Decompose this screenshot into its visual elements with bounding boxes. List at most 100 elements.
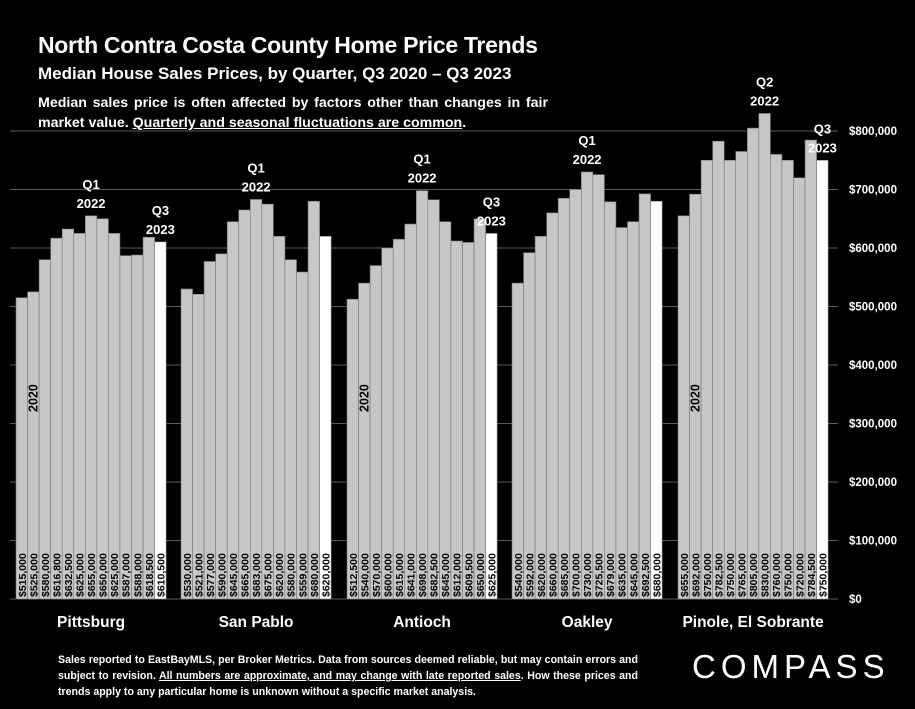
bar (723, 159, 737, 600)
bar (284, 259, 297, 600)
bar (615, 227, 628, 600)
bar (557, 197, 571, 600)
bar (415, 190, 429, 600)
source-footnote: Sales reported to EastBayMLS, per Broker… (58, 652, 638, 700)
bar-value-label: $682,500 (429, 553, 441, 597)
bar-value-label: $625,000 (486, 553, 498, 597)
bar (73, 233, 86, 600)
y-tick-label: $500,000 (849, 302, 897, 314)
bar-value-label: $625,000 (109, 553, 121, 597)
bar-value-label: $655,000 (679, 553, 691, 597)
bar (569, 189, 582, 600)
bar (392, 238, 406, 600)
y-tick-label: $400,000 (849, 360, 897, 372)
bar-value-label: $680,000 (651, 553, 663, 597)
bar (226, 221, 240, 600)
bar (650, 200, 663, 600)
bar (108, 233, 121, 600)
bar (96, 218, 109, 600)
x-category-label: Antioch (393, 614, 451, 631)
bar-value-label: $540,000 (513, 553, 525, 597)
bar-value-label: $618,500 (144, 553, 156, 597)
bar-value-label: $665,000 (240, 553, 252, 597)
y-tick-label: $300,000 (849, 419, 897, 431)
quarter-annotation: 2022 (242, 179, 271, 194)
compass-logo: COMPASS (692, 648, 890, 685)
bar-value-label: $750,000 (702, 553, 714, 597)
footer-end: . How these prices and trends apply to a… (58, 670, 638, 698)
bar-value-label: $587,000 (121, 553, 133, 597)
quarter-annotation: 2023 (808, 140, 837, 155)
bar-value-label: $830,000 (760, 553, 772, 597)
quarter-annotation: 2023 (146, 222, 175, 237)
bar-value-label: $512,500 (348, 553, 360, 597)
note-end: . (462, 115, 467, 131)
bar-value-label: $675,000 (263, 553, 275, 597)
y-tick-label: $200,000 (849, 477, 897, 489)
bar-value-label: $600,000 (382, 553, 394, 597)
bar-value-label: $645,000 (628, 553, 640, 597)
bar-value-label: $750,000 (783, 553, 795, 597)
bar-value-label: $615,000 (394, 553, 406, 597)
bar-value-label: $685,000 (559, 553, 571, 597)
bar-value-label: $616,800 (51, 553, 63, 597)
bar (473, 218, 486, 600)
bar (180, 288, 193, 600)
bar-value-label: $650,000 (475, 553, 487, 597)
bar (770, 154, 783, 600)
bar-chart: $0 $100,000 $200,000 $300,000 $400,000 $500,0… (10, 74, 897, 631)
footer-underlined: All numbers are approximate, and may cha… (158, 670, 521, 682)
bar (27, 291, 40, 600)
bar (462, 242, 475, 600)
bar-value-label: $698,000 (417, 553, 429, 597)
bar-value-label: $540,000 (359, 553, 371, 597)
bar (580, 171, 594, 600)
bar-value-label: $570,000 (371, 553, 383, 597)
y-tick-label: $600,000 (849, 243, 897, 255)
bar (712, 140, 725, 600)
bar (511, 282, 524, 600)
bar (592, 174, 605, 600)
bar-value-label: $632,500 (63, 553, 75, 597)
year-label: 2020 (688, 384, 702, 412)
bar-value-label: $592,000 (524, 553, 536, 597)
bar-value-label: $750,000 (725, 553, 737, 597)
bar-value-label: $515,000 (17, 553, 29, 597)
quarter-annotation: Q3 (814, 121, 831, 136)
quarter-annotation: Q3 (152, 203, 169, 218)
quarter-annotation: 2023 (477, 213, 506, 228)
bar (319, 236, 332, 600)
bar-value-label: $725,500 (594, 553, 606, 597)
bar-value-label: $588,000 (132, 553, 144, 597)
bar (735, 151, 748, 600)
bar (381, 247, 394, 600)
bar-value-label: $641,000 (406, 553, 418, 597)
bar (261, 203, 274, 600)
bar-value-label: $730,000 (582, 553, 594, 597)
bar-value-label: $610,500 (155, 553, 167, 597)
bar (604, 201, 617, 600)
bar-value-label: $620,000 (536, 553, 548, 597)
bar (203, 261, 216, 600)
bar (450, 240, 463, 600)
bar (793, 177, 806, 600)
bar-value-label: $559,000 (297, 553, 309, 597)
bar (307, 200, 320, 600)
chart-title: North Contra Costa County Home Price Tre… (38, 32, 538, 58)
year-label: 2020 (357, 384, 371, 412)
bar-value-label: $805,000 (748, 553, 760, 597)
bar-value-label: $680,000 (309, 553, 321, 597)
bar-value-label: $580,000 (40, 553, 52, 597)
bar (61, 228, 75, 600)
y-tick-label: $100,000 (849, 536, 897, 548)
bar-value-label: $645,000 (440, 553, 452, 597)
quarter-annotation: 2022 (408, 171, 437, 186)
quarter-annotation: Q2 (756, 74, 773, 89)
bar-value-label: $609,500 (463, 553, 475, 597)
bar-value-label: $720,000 (794, 553, 806, 597)
bar-value-label: $625,000 (75, 553, 87, 597)
bar-value-label: $655,000 (86, 553, 98, 597)
bar (238, 209, 251, 600)
bar (250, 199, 263, 600)
year-label: 2020 (26, 384, 40, 412)
